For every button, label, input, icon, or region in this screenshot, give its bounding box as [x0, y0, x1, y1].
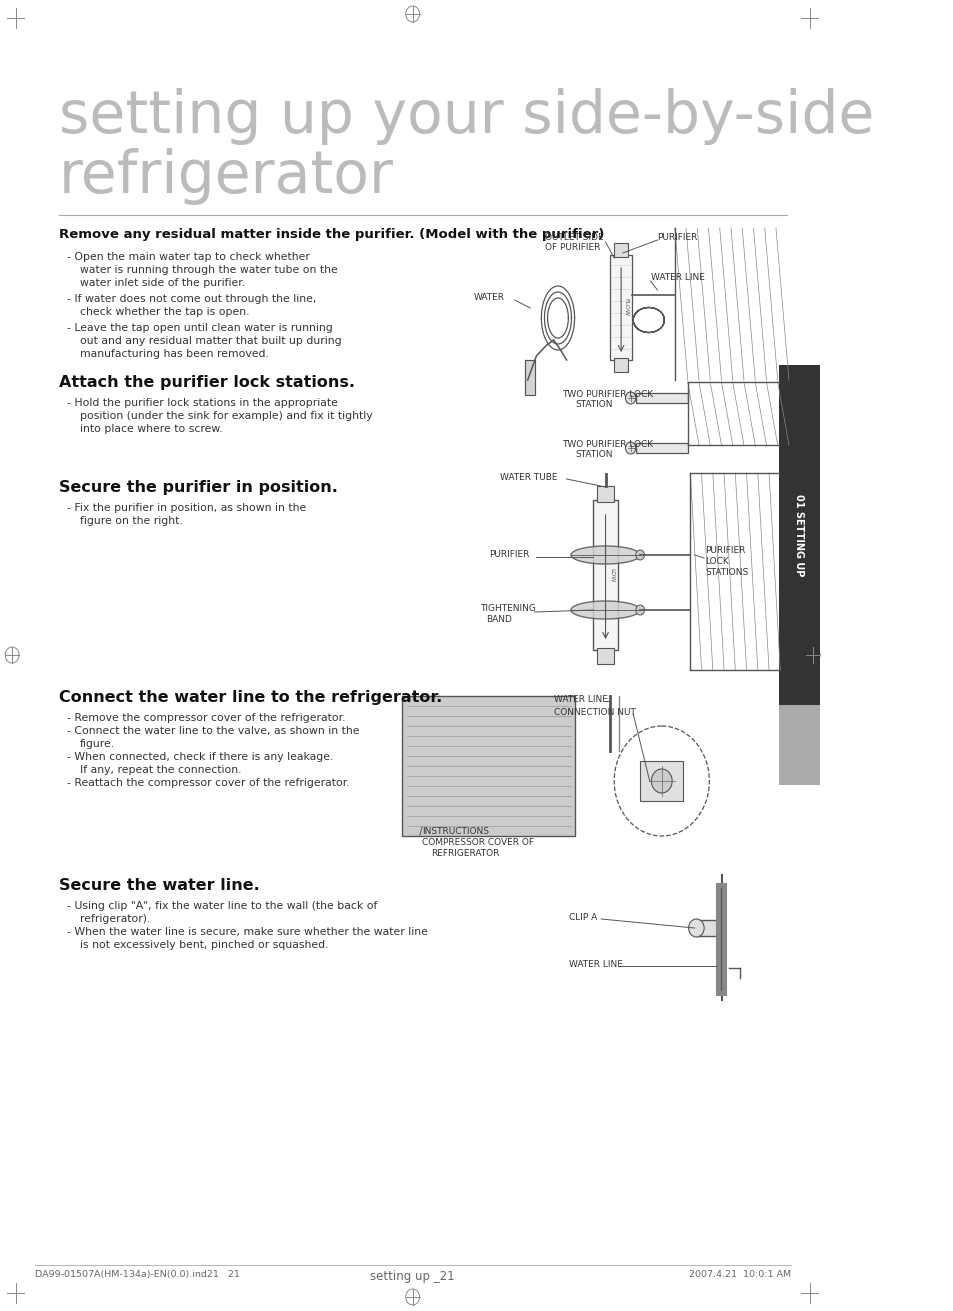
- Text: LOCK: LOCK: [704, 557, 728, 566]
- Bar: [635, 393, 687, 402]
- Text: WATER TUBE: WATER TUBE: [499, 473, 557, 482]
- Text: position (under the sink for example) and fix it tightly: position (under the sink for example) an…: [79, 412, 372, 421]
- Text: BAND: BAND: [486, 615, 512, 624]
- Text: out and any residual matter that built up during: out and any residual matter that built u…: [79, 336, 341, 346]
- Circle shape: [635, 551, 644, 560]
- Text: INSTRUCTIONS: INSTRUCTIONS: [422, 827, 489, 836]
- Text: figure on the right.: figure on the right.: [79, 517, 182, 526]
- Text: refrigerator: refrigerator: [59, 148, 394, 205]
- Circle shape: [651, 770, 672, 793]
- Bar: [597, 648, 614, 663]
- Text: PURIFIER: PURIFIER: [704, 545, 744, 555]
- Text: setting up your side-by-side: setting up your side-by-side: [59, 88, 873, 146]
- Text: water inlet side of the purifier.: water inlet side of the purifier.: [79, 278, 245, 288]
- Text: TWO PURIFIER LOCK: TWO PURIFIER LOCK: [561, 389, 653, 399]
- Circle shape: [625, 442, 635, 454]
- Text: Attach the purifier lock stations.: Attach the purifier lock stations.: [59, 375, 355, 389]
- Text: - Remove the compressor cover of the refrigerator.: - Remove the compressor cover of the ref…: [68, 713, 346, 722]
- Text: 2007.4.21  10:0:1 AM: 2007.4.21 10:0:1 AM: [688, 1270, 790, 1280]
- Text: 01 SETTING UP: 01 SETTING UP: [794, 494, 803, 577]
- Text: figure.: figure.: [79, 739, 114, 749]
- Text: - Connect the water line to the valve, as shown in the: - Connect the water line to the valve, a…: [68, 726, 359, 735]
- Bar: [614, 243, 627, 257]
- Text: WATER LINE: WATER LINE: [569, 960, 622, 969]
- Text: WATER: WATER: [474, 292, 504, 302]
- Text: setting up _21: setting up _21: [370, 1270, 455, 1283]
- Bar: [597, 486, 614, 502]
- Text: FLOW: FLOW: [623, 298, 628, 316]
- Text: - When the water line is secure, make sure whether the water line: - When the water line is secure, make su…: [68, 927, 428, 937]
- Bar: [593, 499, 617, 650]
- Text: WATER LINE: WATER LINE: [553, 695, 607, 704]
- Text: - Leave the tap open until clean water is running: - Leave the tap open until clean water i…: [68, 323, 333, 333]
- Bar: [778, 705, 820, 785]
- Text: COMPRESSOR COVER OF: COMPRESSOR COVER OF: [422, 838, 534, 847]
- Text: PURIFIER: PURIFIER: [488, 551, 529, 558]
- Text: STATION: STATION: [575, 400, 612, 409]
- Text: check whether the tap is open.: check whether the tap is open.: [79, 307, 249, 317]
- Text: - Reattach the compressor cover of the refrigerator.: - Reattach the compressor cover of the r…: [68, 777, 350, 788]
- Text: is not excessively bent, pinched or squashed.: is not excessively bent, pinched or squa…: [79, 940, 328, 950]
- Text: STATIONS: STATIONS: [704, 568, 747, 577]
- Text: If any, repeat the connection.: If any, repeat the connection.: [79, 766, 241, 775]
- Text: Connect the water line to the refrigerator.: Connect the water line to the refrigerat…: [59, 690, 441, 705]
- Bar: [609, 256, 632, 361]
- Text: - Fix the purifier in position, as shown in the: - Fix the purifier in position, as shown…: [68, 503, 307, 513]
- Text: DA99-01507A(HM-134a)-EN(0.0).ind21   21: DA99-01507A(HM-134a)-EN(0.0).ind21 21: [34, 1270, 239, 1280]
- Text: WATER LINE: WATER LINE: [651, 273, 704, 282]
- Text: into place where to screw.: into place where to screw.: [79, 423, 222, 434]
- Text: manufacturing has been removed.: manufacturing has been removed.: [79, 349, 268, 359]
- Text: refrigerator).: refrigerator).: [79, 914, 150, 924]
- Text: - Hold the purifier lock stations in the appropriate: - Hold the purifier lock stations in the…: [68, 399, 338, 408]
- Text: - If water does not come out through the line,: - If water does not come out through the…: [68, 294, 316, 304]
- Ellipse shape: [570, 600, 639, 619]
- Circle shape: [688, 919, 703, 937]
- Circle shape: [625, 392, 635, 404]
- Text: Remove any residual matter inside the purifier. (Model with the purifier): Remove any residual matter inside the pu…: [59, 228, 603, 241]
- Bar: [778, 364, 820, 705]
- Bar: [696, 920, 723, 936]
- Text: CLIP A: CLIP A: [569, 912, 597, 922]
- Text: - Using clip "A", fix the water line to the wall (the back of: - Using clip "A", fix the water line to …: [68, 901, 377, 911]
- Text: TWO PURIFIER LOCK: TWO PURIFIER LOCK: [561, 440, 653, 448]
- Text: LOW: LOW: [608, 568, 614, 582]
- Text: TIGHTENING: TIGHTENING: [479, 604, 536, 614]
- Bar: [402, 696, 575, 836]
- Text: - When connected, check if there is any leakage.: - When connected, check if there is any …: [68, 753, 334, 762]
- Circle shape: [635, 604, 644, 615]
- Text: CONNECTION NUT: CONNECTION NUT: [553, 708, 635, 717]
- Text: Secure the water line.: Secure the water line.: [59, 878, 259, 893]
- Text: OF PURIFIER: OF PURIFIER: [544, 243, 599, 252]
- Bar: [639, 760, 682, 801]
- Text: water is running through the water tube on the: water is running through the water tube …: [79, 265, 337, 275]
- Bar: [635, 443, 687, 454]
- Polygon shape: [524, 361, 534, 395]
- Text: Secure the purifier in position.: Secure the purifier in position.: [59, 480, 337, 496]
- Text: REFRIGERATOR: REFRIGERATOR: [431, 850, 498, 857]
- Text: OUTLET SIDE: OUTLET SIDE: [544, 233, 603, 243]
- Ellipse shape: [570, 545, 639, 564]
- Bar: [614, 358, 627, 372]
- Text: STATION: STATION: [575, 450, 612, 459]
- Text: - Open the main water tap to check whether: - Open the main water tap to check wheth…: [68, 252, 310, 262]
- Text: PURIFIER: PURIFIER: [657, 233, 697, 243]
